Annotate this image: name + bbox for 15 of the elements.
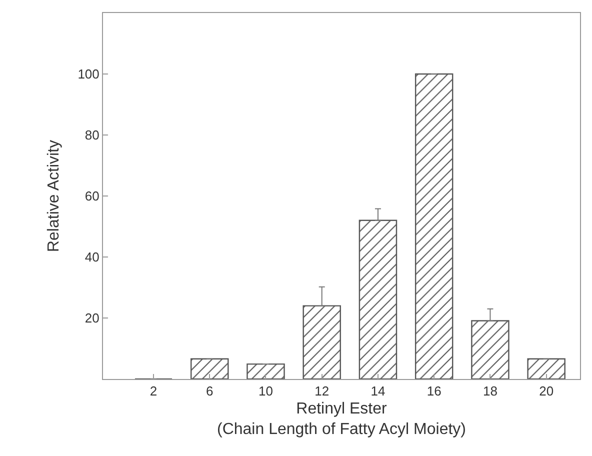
y-tick-label: 20 — [84, 310, 100, 326]
x-tick-label: 12 — [314, 384, 330, 399]
y-tick-label: 60 — [84, 188, 100, 204]
y-tick-label: 100 — [78, 66, 100, 82]
x-tick-label: 10 — [258, 384, 273, 399]
x-tick-label: 2 — [150, 384, 158, 399]
x-tick-label: 16 — [426, 384, 442, 399]
x-tick-label: 6 — [206, 384, 214, 399]
y-tick-label: 40 — [84, 250, 100, 265]
x-axis-title: Retinyl Ester (Chain Length of Fatty Acyl Moiety) — [217, 400, 466, 438]
x-tick-label: 20 — [539, 384, 554, 399]
y-axis-title: Relative Activity — [46, 140, 63, 252]
x-tick-label: 14 — [370, 384, 386, 399]
x-tick-label: 18 — [482, 384, 498, 399]
y-tick-label: 80 — [84, 128, 100, 143]
